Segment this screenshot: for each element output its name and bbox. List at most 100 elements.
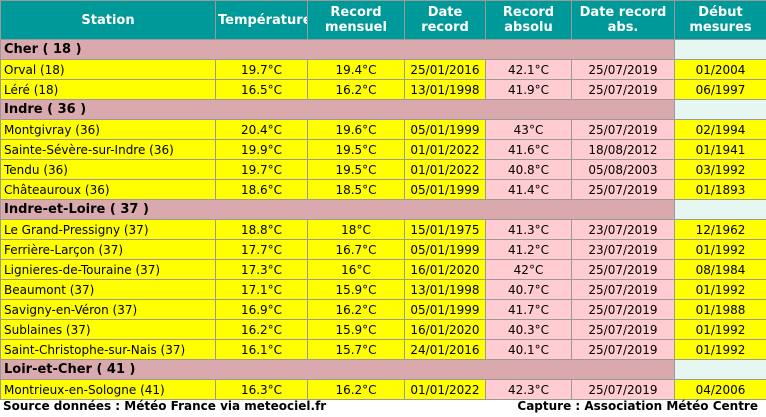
temperature-cell: 19.9°C [215,139,308,160]
record-absolu-cell: 41.4°C [485,179,572,200]
date-record-cell: 05/01/1999 [404,179,486,200]
temperature-cell: 18.6°C [215,179,308,200]
record-absolu-cell: 40.1°C [485,339,572,360]
record-absolu-cell: 41.2°C [485,239,572,260]
table-row: Orval (18) 19.7°C 19.4°C 25/01/2016 42.1°C 25… [0,59,766,80]
date-record-abs-cell: 05/08/2003 [571,159,675,180]
station-cell: Savigny-en-Véron (37) [0,299,216,320]
group-row: Cher ( 18 ) [0,39,766,60]
record-absolu-cell: 41.6°C [485,139,572,160]
record-mensuel-cell: 19.6°C [307,119,405,140]
record-mensuel-cell: 18.5°C [307,179,405,200]
record-mensuel-cell: 19.5°C [307,139,405,160]
date-record-cell: 05/01/1999 [404,299,486,320]
table-row: Montrieux-en-Sologne (41) 16.3°C 16.2°C 01/… [0,379,766,400]
station-cell: Beaumont (37) [0,279,216,300]
table-row: Montgivray (36) 20.4°C 19.6°C 05/01/1999 43°… [0,119,766,140]
footer: Source données : Météo France via meteoc… [0,397,766,417]
date-record-abs-cell: 25/07/2019 [571,339,675,360]
temperature-cell: 16.2°C [215,319,308,340]
date-record-abs-cell: 25/07/2019 [571,179,675,200]
record-absolu-cell: 41.3°C [485,219,572,240]
date-record-cell: 15/01/1975 [404,219,486,240]
date-record-abs-cell: 23/07/2019 [571,239,675,260]
station-cell: Montgivray (36) [0,119,216,140]
date-record-cell: 01/01/2022 [404,379,486,400]
header-record-absolu: Record absolu [485,0,572,40]
records-table: Station Température Record mensuel Date … [0,0,766,400]
debut-mesures-cell: 01/2004 [674,59,766,80]
group-row: Indre ( 36 ) [0,99,766,120]
temperature-cell: 20.4°C [215,119,308,140]
debut-mesures-cell: 02/1994 [674,119,766,140]
date-record-abs-cell: 25/07/2019 [571,79,675,100]
table-row: Le Grand-Pressigny (37) 18.8°C 18°C 15/01/1… [0,219,766,240]
debut-mesures-cell: 03/1992 [674,159,766,180]
record-absolu-cell: 40.8°C [485,159,572,180]
group-row-end [674,199,766,220]
table-row: Savigny-en-Véron (37) 16.9°C 16.2°C 05/01/1… [0,299,766,320]
table-row: Sainte-Sévère-sur-Indre (36) 19.9°C 19.5°C… [0,139,766,160]
group-row-end [674,359,766,380]
date-record-cell: 01/01/2022 [404,159,486,180]
temperature-cell: 16.1°C [215,339,308,360]
header-record-mensuel: Record mensuel [307,0,405,40]
date-record-cell: 05/01/1999 [404,239,486,260]
record-absolu-cell: 41.7°C [485,299,572,320]
station-cell: Saint-Christophe-sur-Nais (37) [0,339,216,360]
table-row: Ferrière-Larçon (37) 17.7°C 16.7°C 05/01/19… [0,239,766,260]
group-name: Indre-et-Loire ( 37 ) [0,199,675,220]
date-record-abs-cell: 25/07/2019 [571,59,675,80]
group-row-end [674,99,766,120]
temperature-cell: 16.3°C [215,379,308,400]
debut-mesures-cell: 12/1962 [674,219,766,240]
record-absolu-cell: 42°C [485,259,572,280]
record-mensuel-cell: 16°C [307,259,405,280]
record-absolu-cell: 41.9°C [485,79,572,100]
record-absolu-cell: 42.1°C [485,59,572,80]
station-cell: Montrieux-en-Sologne (41) [0,379,216,400]
record-mensuel-cell: 16.2°C [307,299,405,320]
capture-credit: Capture : Association Météo Centre [517,399,758,413]
record-mensuel-cell: 16.7°C [307,239,405,260]
header-row: Station Température Record mensuel Date … [0,0,766,40]
station-cell: Châteauroux (36) [0,179,216,200]
record-mensuel-cell: 15.9°C [307,279,405,300]
debut-mesures-cell: 08/1984 [674,259,766,280]
group-row: Indre-et-Loire ( 37 ) [0,199,766,220]
date-record-abs-cell: 25/07/2019 [571,259,675,280]
table-row: Léré (18) 16.5°C 16.2°C 13/01/1998 41.9°C 25/… [0,79,766,100]
date-record-abs-cell: 18/08/2012 [571,139,675,160]
table-row: Tendu (36) 19.7°C 19.5°C 01/01/2022 40.8°C 05… [0,159,766,180]
debut-mesures-cell: 01/1992 [674,319,766,340]
group-name: Loir-et-Cher ( 41 ) [0,359,675,380]
group-name: Indre ( 36 ) [0,99,675,120]
record-mensuel-cell: 15.9°C [307,319,405,340]
date-record-abs-cell: 25/07/2019 [571,279,675,300]
station-cell: Orval (18) [0,59,216,80]
debut-mesures-cell: 01/1893 [674,179,766,200]
date-record-cell: 24/01/2016 [404,339,486,360]
header-debut-mesures: Début mesures [674,0,766,40]
record-mensuel-cell: 16.2°C [307,379,405,400]
debut-mesures-cell: 01/1988 [674,299,766,320]
table-row: Châteauroux (36) 18.6°C 18.5°C 05/01/1999 41… [0,179,766,200]
date-record-cell: 13/01/1998 [404,279,486,300]
date-record-cell: 16/01/2020 [404,319,486,340]
date-record-cell: 16/01/2020 [404,259,486,280]
record-absolu-cell: 40.7°C [485,279,572,300]
header-station: Station [0,0,216,40]
debut-mesures-cell: 06/1997 [674,79,766,100]
debut-mesures-cell: 01/1941 [674,139,766,160]
group-name: Cher ( 18 ) [0,39,675,60]
temperature-cell: 19.7°C [215,159,308,180]
date-record-abs-cell: 25/07/2019 [571,299,675,320]
record-absolu-cell: 42.3°C [485,379,572,400]
debut-mesures-cell: 01/1992 [674,279,766,300]
station-cell: Tendu (36) [0,159,216,180]
debut-mesures-cell: 04/2006 [674,379,766,400]
group-row-end [674,39,766,60]
date-record-cell: 25/01/2016 [404,59,486,80]
temperature-cell: 16.5°C [215,79,308,100]
